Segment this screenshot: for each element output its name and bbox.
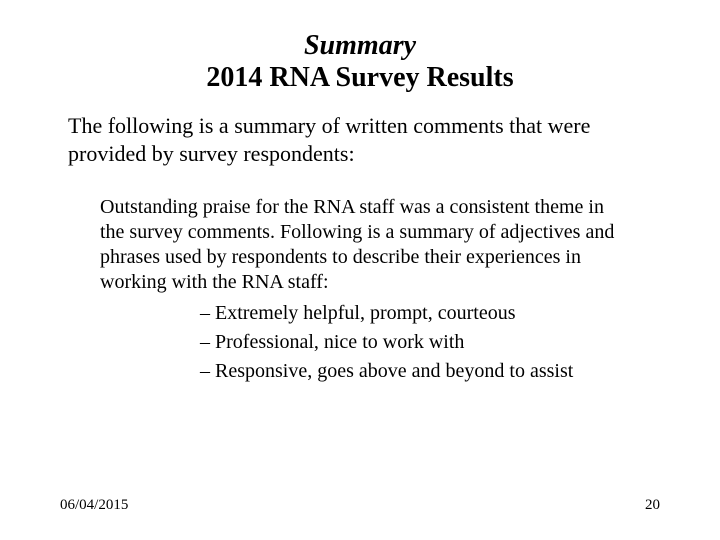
- bullet-list: Extremely helpful, prompt, courteous Pro…: [60, 299, 660, 386]
- list-item: Professional, nice to work with: [200, 328, 660, 357]
- list-item: Extremely helpful, prompt, courteous: [200, 299, 660, 328]
- list-item: Responsive, goes above and beyond to ass…: [200, 357, 660, 386]
- slide-container: Summary 2014 RNA Survey Results The foll…: [0, 0, 720, 540]
- footer: 06/04/2015 20: [60, 497, 660, 514]
- title-block: Summary 2014 RNA Survey Results: [60, 30, 660, 94]
- footer-date: 06/04/2015: [60, 497, 128, 514]
- intro-paragraph: The following is a summary of written co…: [60, 112, 660, 167]
- footer-page-number: 20: [645, 497, 660, 514]
- body-paragraph: Outstanding praise for the RNA staff was…: [60, 195, 660, 295]
- title-line-2: 2014 RNA Survey Results: [180, 62, 540, 94]
- title-line-1: Summary: [180, 30, 540, 62]
